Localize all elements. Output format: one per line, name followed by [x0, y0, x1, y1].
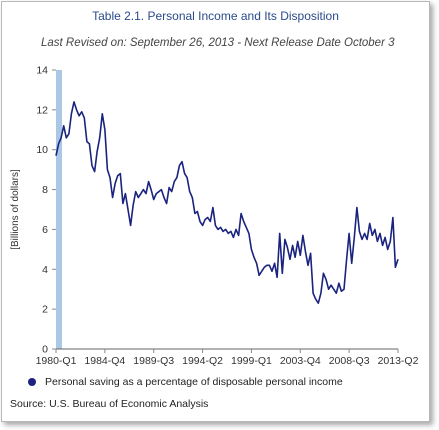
x-tick-label: 1999-Q1 — [231, 355, 272, 367]
x-tick-label: 2008-Q3 — [329, 355, 370, 367]
x-tick-label: 2013-Q2 — [378, 355, 419, 367]
x-tick-label: 1994-Q2 — [182, 355, 223, 367]
x-tick-label: 1984-Q4 — [84, 355, 125, 367]
series-line-0 — [55, 101, 399, 304]
x-tick-label: 1980-Q1 — [36, 355, 77, 367]
legend[interactable]: Personal saving as a percentage of dispo… — [28, 376, 343, 388]
y-tick-label: 14 — [36, 65, 48, 77]
plot-band-rect — [56, 70, 62, 349]
y-tick-label: 10 — [36, 144, 48, 156]
y-axis-label: [Billions of dollars] — [10, 169, 21, 250]
y-tick-label: 0 — [42, 344, 48, 356]
data-series — [55, 101, 399, 304]
y-tick-label: 2 — [42, 304, 48, 316]
y-axis: 0 2 4 6 8 10 12 14 — [36, 65, 56, 356]
line-chart: 0 2 4 6 8 10 12 14 1980-Q1 1984-Q4 1989-Q3 1994-Q2… — [10, 65, 419, 368]
y-tick-label: 12 — [36, 104, 48, 116]
x-axis: 1980-Q1 1984-Q4 1989-Q3 1994-Q2 1999-Q1 2003-… — [36, 348, 419, 367]
x-tick-label: 1989-Q3 — [133, 355, 174, 367]
y-tick-label: 4 — [42, 264, 48, 276]
legend-marker — [28, 378, 36, 386]
chart-title: Table 2.1. Personal Income and Its Dispo… — [92, 9, 339, 23]
source-note: Source: U.S. Bureau of Economic Analysis — [10, 398, 209, 410]
x-tick-label: 2003-Q4 — [280, 355, 321, 367]
plot-band — [56, 70, 62, 349]
chart-frame: Table 2.1. Personal Income and Its Dispo… — [1, 1, 430, 422]
y-tick-label: 6 — [42, 224, 48, 236]
y-tick-label: 8 — [42, 184, 48, 196]
chart-subtitle: Last Revised on: September 26, 2013 - Ne… — [41, 37, 395, 49]
legend-label: Personal saving as a percentage of dispo… — [45, 376, 343, 388]
